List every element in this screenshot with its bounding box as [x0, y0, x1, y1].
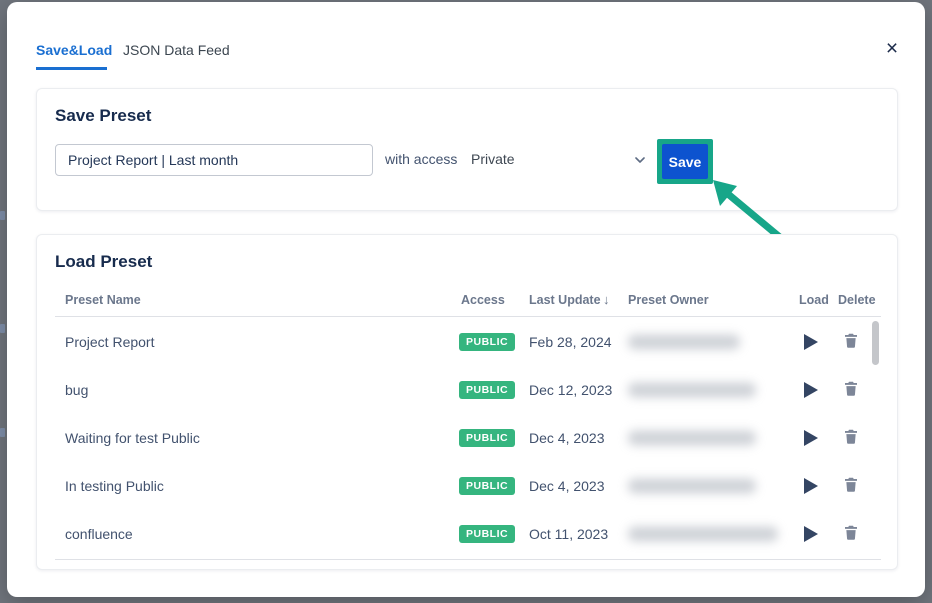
- table-row: Waiting for test Public PUBLIC Dec 4, 20…: [37, 414, 899, 462]
- column-header-delete: Delete: [838, 293, 876, 307]
- save-load-modal-dialog: Save&Load JSON Data Feed × Save Preset w…: [7, 2, 925, 597]
- delete-preset-button[interactable]: [840, 378, 862, 403]
- column-header-access: Access: [461, 293, 505, 307]
- last-update-cell: Oct 11, 2023: [529, 526, 609, 542]
- play-icon: [804, 526, 818, 542]
- column-header-load: Load: [799, 293, 829, 307]
- load-preset-button[interactable]: [802, 380, 820, 400]
- load-preset-button[interactable]: [802, 524, 820, 544]
- preset-owner-redacted: [628, 526, 778, 542]
- column-header-preset-owner: Preset Owner: [628, 293, 709, 307]
- trash-icon: [845, 477, 857, 492]
- background-page-fragment: [0, 324, 5, 333]
- last-update-cell: Dec 12, 2023: [529, 382, 613, 398]
- trash-icon: [845, 525, 857, 540]
- table-row: In testing Public PUBLIC Dec 4, 2023: [37, 462, 899, 510]
- preset-owner-redacted: [628, 334, 740, 350]
- table-scrollbar-thumb[interactable]: [872, 321, 879, 365]
- load-preset-button[interactable]: [802, 332, 820, 352]
- trash-icon: [845, 333, 857, 348]
- save-button[interactable]: Save: [662, 144, 708, 179]
- delete-preset-button[interactable]: [840, 474, 862, 499]
- table-row: bug PUBLIC Dec 12, 2023: [37, 366, 899, 414]
- table-bottom-divider: [55, 559, 881, 560]
- table-row: Project Report PUBLIC Feb 28, 2024: [37, 318, 899, 366]
- play-icon: [804, 382, 818, 398]
- tab-save-and-load[interactable]: Save&Load: [36, 42, 113, 58]
- play-icon: [804, 478, 818, 494]
- preset-name-cell: Waiting for test Public: [65, 430, 200, 446]
- play-icon: [804, 430, 818, 446]
- access-badge: PUBLIC: [459, 525, 516, 543]
- access-badge: PUBLIC: [459, 333, 516, 351]
- background-page-fragment: [0, 211, 5, 220]
- delete-preset-button[interactable]: [840, 330, 862, 355]
- access-badge: PUBLIC: [459, 381, 516, 399]
- close-icon[interactable]: ×: [879, 36, 905, 62]
- column-header-last-update[interactable]: Last Update: [529, 293, 601, 307]
- load-preset-button[interactable]: [802, 476, 820, 496]
- background-page-fragment: [0, 428, 5, 437]
- annotation-highlight-box: Save: [657, 139, 713, 184]
- play-icon: [804, 334, 818, 350]
- preset-name-cell: Project Report: [65, 334, 155, 350]
- save-preset-title: Save Preset: [55, 106, 152, 125]
- active-tab-underline: [36, 67, 107, 70]
- sort-descending-icon[interactable]: ↓: [603, 292, 610, 307]
- chevron-down-icon: [633, 153, 647, 167]
- table-row: confluence PUBLIC Oct 11, 2023: [37, 510, 899, 558]
- last-update-cell: Dec 4, 2023: [529, 430, 605, 446]
- column-header-preset-name: Preset Name: [65, 293, 141, 307]
- load-preset-card: Load Preset Preset Name Access Last Upda…: [36, 234, 898, 570]
- delete-preset-button[interactable]: [840, 426, 862, 451]
- load-preset-button[interactable]: [802, 428, 820, 448]
- table-header-divider: [55, 316, 881, 317]
- save-preset-card: Save Preset with access Private Save: [36, 88, 898, 211]
- preset-name-cell: confluence: [65, 526, 133, 542]
- trash-icon: [845, 429, 857, 444]
- with-access-label: with access: [385, 151, 458, 167]
- delete-preset-button[interactable]: [840, 522, 862, 547]
- preset-owner-redacted: [628, 478, 756, 494]
- last-update-cell: Feb 28, 2024: [529, 334, 612, 350]
- preset-owner-redacted: [628, 430, 756, 446]
- preset-name-cell: bug: [65, 382, 89, 398]
- access-selected-value: Private: [471, 151, 515, 167]
- last-update-cell: Dec 4, 2023: [529, 478, 605, 494]
- preset-name-input[interactable]: [55, 144, 373, 176]
- access-badge: PUBLIC: [459, 429, 516, 447]
- access-dropdown[interactable]: Private: [457, 144, 653, 176]
- load-preset-title: Load Preset: [55, 252, 153, 271]
- access-badge: PUBLIC: [459, 477, 516, 495]
- preset-owner-redacted: [628, 382, 756, 398]
- tab-json-data-feed[interactable]: JSON Data Feed: [123, 42, 230, 58]
- preset-table-body: Project Report PUBLIC Feb 28, 2024 bug P…: [37, 318, 899, 558]
- trash-icon: [845, 381, 857, 396]
- preset-name-cell: In testing Public: [65, 478, 164, 494]
